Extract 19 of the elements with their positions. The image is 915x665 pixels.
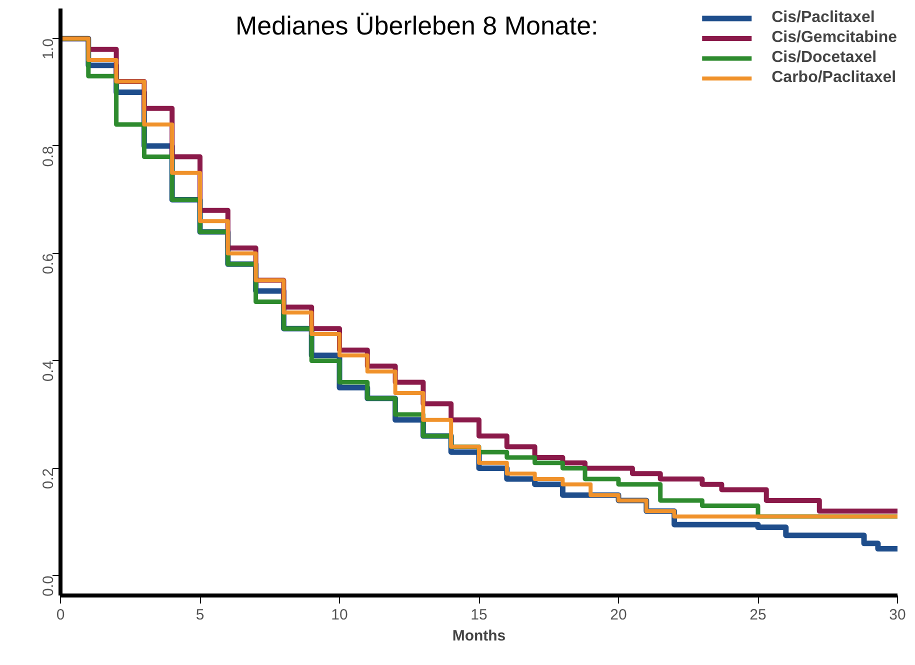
legend-label: Cis/Paclitaxel xyxy=(772,9,875,27)
legend-label: Carbo/Paclitaxel xyxy=(772,69,896,87)
y-tick-label: 0.2 xyxy=(40,468,57,490)
legend-label: Cis/Docetaxel xyxy=(772,49,877,67)
x-tick-label: 20 xyxy=(610,606,627,624)
y-tick-label: 1.0 xyxy=(40,38,57,60)
x-axis-title: Months xyxy=(452,628,506,644)
x-tick-label: 30 xyxy=(889,606,906,624)
y-tick-label: 0.0 xyxy=(40,576,57,596)
y-tick-label: 0.6 xyxy=(40,253,57,274)
y-tick-label: 0.8 xyxy=(40,146,57,167)
x-tick-label: 0 xyxy=(56,606,65,624)
annotation: Medianes Überleben 8 Monate: xyxy=(236,10,598,40)
x-tick-label: 15 xyxy=(470,606,488,624)
x-tick-label: 25 xyxy=(750,606,766,624)
x-tick-label: 10 xyxy=(331,606,348,624)
y-tick-label: 0.4 xyxy=(40,360,57,382)
legend-label: Cis/Gemcitabine xyxy=(772,29,897,47)
x-tick-label: 5 xyxy=(196,606,204,624)
